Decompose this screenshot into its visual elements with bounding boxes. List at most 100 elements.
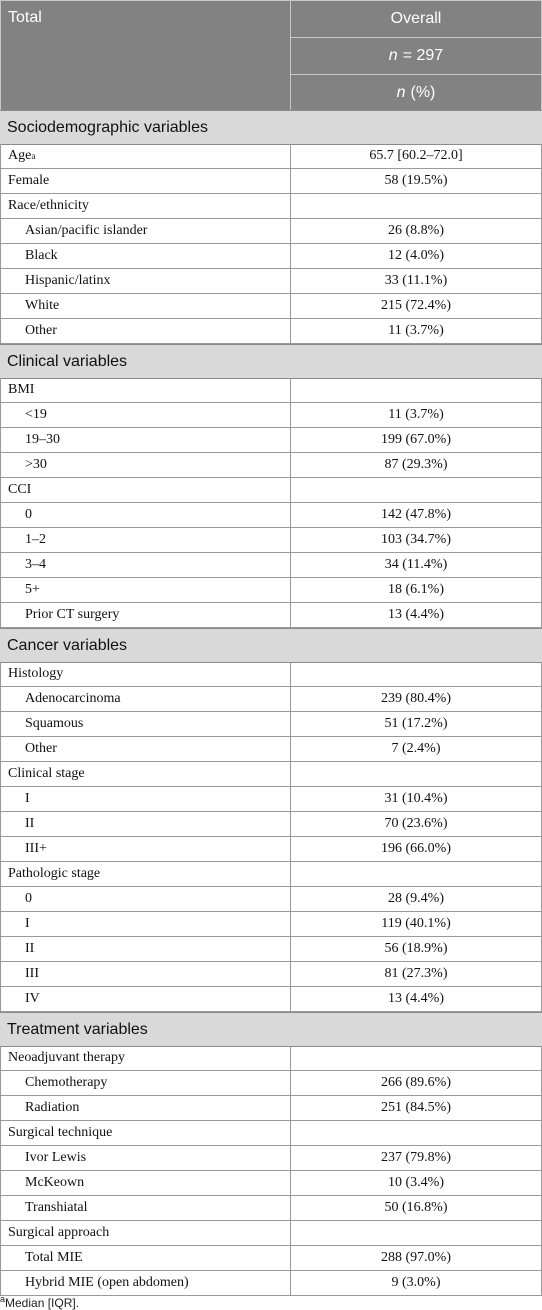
row-value: 103 (34.7%)	[290, 528, 542, 553]
stub-header: Total	[0, 0, 291, 111]
row-label: Other	[0, 737, 291, 762]
row-value: 65.7 [60.2–72.0]	[290, 144, 542, 169]
row-label: Ivor Lewis	[0, 1146, 291, 1171]
label-text: III	[25, 966, 39, 981]
value-text: 239 (80.4%)	[381, 691, 451, 706]
row-value: 56 (18.9%)	[290, 937, 542, 962]
label-text: White	[25, 298, 60, 313]
row-label: Hybrid MIE (open abdomen)	[0, 1271, 291, 1296]
row-value: 196 (66.0%)	[290, 837, 542, 862]
stat-header: n (%)	[290, 74, 542, 111]
label-text: Histology	[8, 666, 64, 681]
row-value: 11 (3.7%)	[290, 403, 542, 428]
value-text: 7 (2.4%)	[391, 741, 441, 756]
stub-text: Total	[8, 9, 42, 26]
label-text: II	[25, 816, 35, 831]
row-label: McKeown	[0, 1171, 291, 1196]
row-label: 3–4	[0, 553, 291, 578]
label-text: III+	[25, 841, 47, 856]
row-value: 239 (80.4%)	[290, 687, 542, 712]
row-label: 19–30	[0, 428, 291, 453]
label-text: Surgical technique	[8, 1125, 113, 1140]
value-text: 11 (3.7%)	[388, 407, 444, 422]
value-text: 56 (18.9%)	[384, 941, 448, 956]
row-label: White	[0, 294, 291, 319]
row-label: I	[0, 912, 291, 937]
row-value: 33 (11.1%)	[290, 269, 542, 294]
row-value: 51 (17.2%)	[290, 712, 542, 737]
label-text: Ivor Lewis	[25, 1150, 87, 1165]
label-text: CCI	[8, 482, 32, 497]
row-label: BMI	[0, 378, 291, 403]
label-text: Female	[8, 173, 50, 188]
row-label: Surgical technique	[0, 1121, 291, 1146]
value-text: 28 (9.4%)	[388, 891, 444, 906]
column-header: Overall	[290, 0, 542, 38]
row-value: 11 (3.7%)	[290, 319, 542, 344]
row-value	[290, 1046, 542, 1071]
label-text: Hispanic/latinx	[25, 273, 111, 288]
row-value: 199 (67.0%)	[290, 428, 542, 453]
n-symbol: n	[388, 47, 398, 64]
label-text: Transhiatal	[25, 1200, 88, 1215]
value-text: 11 (3.7%)	[388, 323, 444, 338]
row-label: III+	[0, 837, 291, 862]
row-label: 0	[0, 503, 291, 528]
value-text: 119 (40.1%)	[381, 916, 451, 931]
stat-unit: (%)	[410, 83, 436, 101]
row-label: Prior CT surgery	[0, 603, 291, 628]
value-text: 18 (6.1%)	[388, 582, 444, 597]
row-value: 50 (16.8%)	[290, 1196, 542, 1221]
sample-size-header: n = 297	[290, 37, 542, 75]
row-label: Age a	[0, 144, 291, 169]
label-text: 0	[25, 507, 32, 522]
row-label: Surgical approach	[0, 1221, 291, 1246]
value-text: 251 (84.5%)	[381, 1100, 451, 1115]
value-text: 142 (47.8%)	[381, 507, 451, 522]
label-text: Clinical stage	[8, 766, 85, 781]
row-label: Female	[0, 169, 291, 194]
row-value	[290, 662, 542, 687]
value-text: 13 (4.4%)	[388, 991, 444, 1006]
row-value: 34 (11.4%)	[290, 553, 542, 578]
footnote: aMedian [IQR].	[0, 1294, 79, 1310]
label-text: Chemotherapy	[25, 1075, 108, 1090]
row-value: 119 (40.1%)	[290, 912, 542, 937]
value-text: 31 (10.4%)	[384, 791, 448, 806]
value-text: 87 (29.3%)	[384, 457, 448, 472]
value-text: 103 (34.7%)	[381, 532, 451, 547]
footnote-mark: a	[0, 1294, 6, 1304]
column-text: Overall	[390, 10, 442, 27]
label-text: I	[25, 791, 30, 806]
value-text: 58 (19.5%)	[384, 173, 448, 188]
section-header: Treatment variables	[0, 1012, 542, 1047]
row-label: Other	[0, 319, 291, 344]
value-text: 50 (16.8%)	[384, 1200, 448, 1215]
row-label: CCI	[0, 478, 291, 503]
row-value: 215 (72.4%)	[290, 294, 542, 319]
label-text: <19	[25, 407, 47, 422]
row-value	[290, 862, 542, 887]
label-text: Hybrid MIE (open abdomen)	[25, 1275, 189, 1290]
label-text: Radiation	[25, 1100, 80, 1115]
value-text: 12 (4.0%)	[388, 248, 444, 263]
row-label: Clinical stage	[0, 762, 291, 787]
value-text: 196 (66.0%)	[381, 841, 451, 856]
row-value: 13 (4.4%)	[290, 987, 542, 1012]
row-value: 26 (8.8%)	[290, 219, 542, 244]
row-value	[290, 762, 542, 787]
value-text: 70 (23.6%)	[384, 816, 448, 831]
row-label: III	[0, 962, 291, 987]
label-text: 3–4	[25, 557, 46, 572]
label-text: Adenocarcinoma	[25, 691, 121, 706]
value-text: 51 (17.2%)	[384, 716, 448, 731]
label-text: Race/ethnicity	[8, 198, 89, 213]
footnote-text: Median [IQR].	[5, 1296, 80, 1310]
row-label: <19	[0, 403, 291, 428]
section-header: Clinical variables	[0, 344, 542, 379]
row-value: 266 (89.6%)	[290, 1071, 542, 1096]
row-label: Race/ethnicity	[0, 194, 291, 219]
row-label: Squamous	[0, 712, 291, 737]
row-value: 28 (9.4%)	[290, 887, 542, 912]
row-value	[290, 478, 542, 503]
